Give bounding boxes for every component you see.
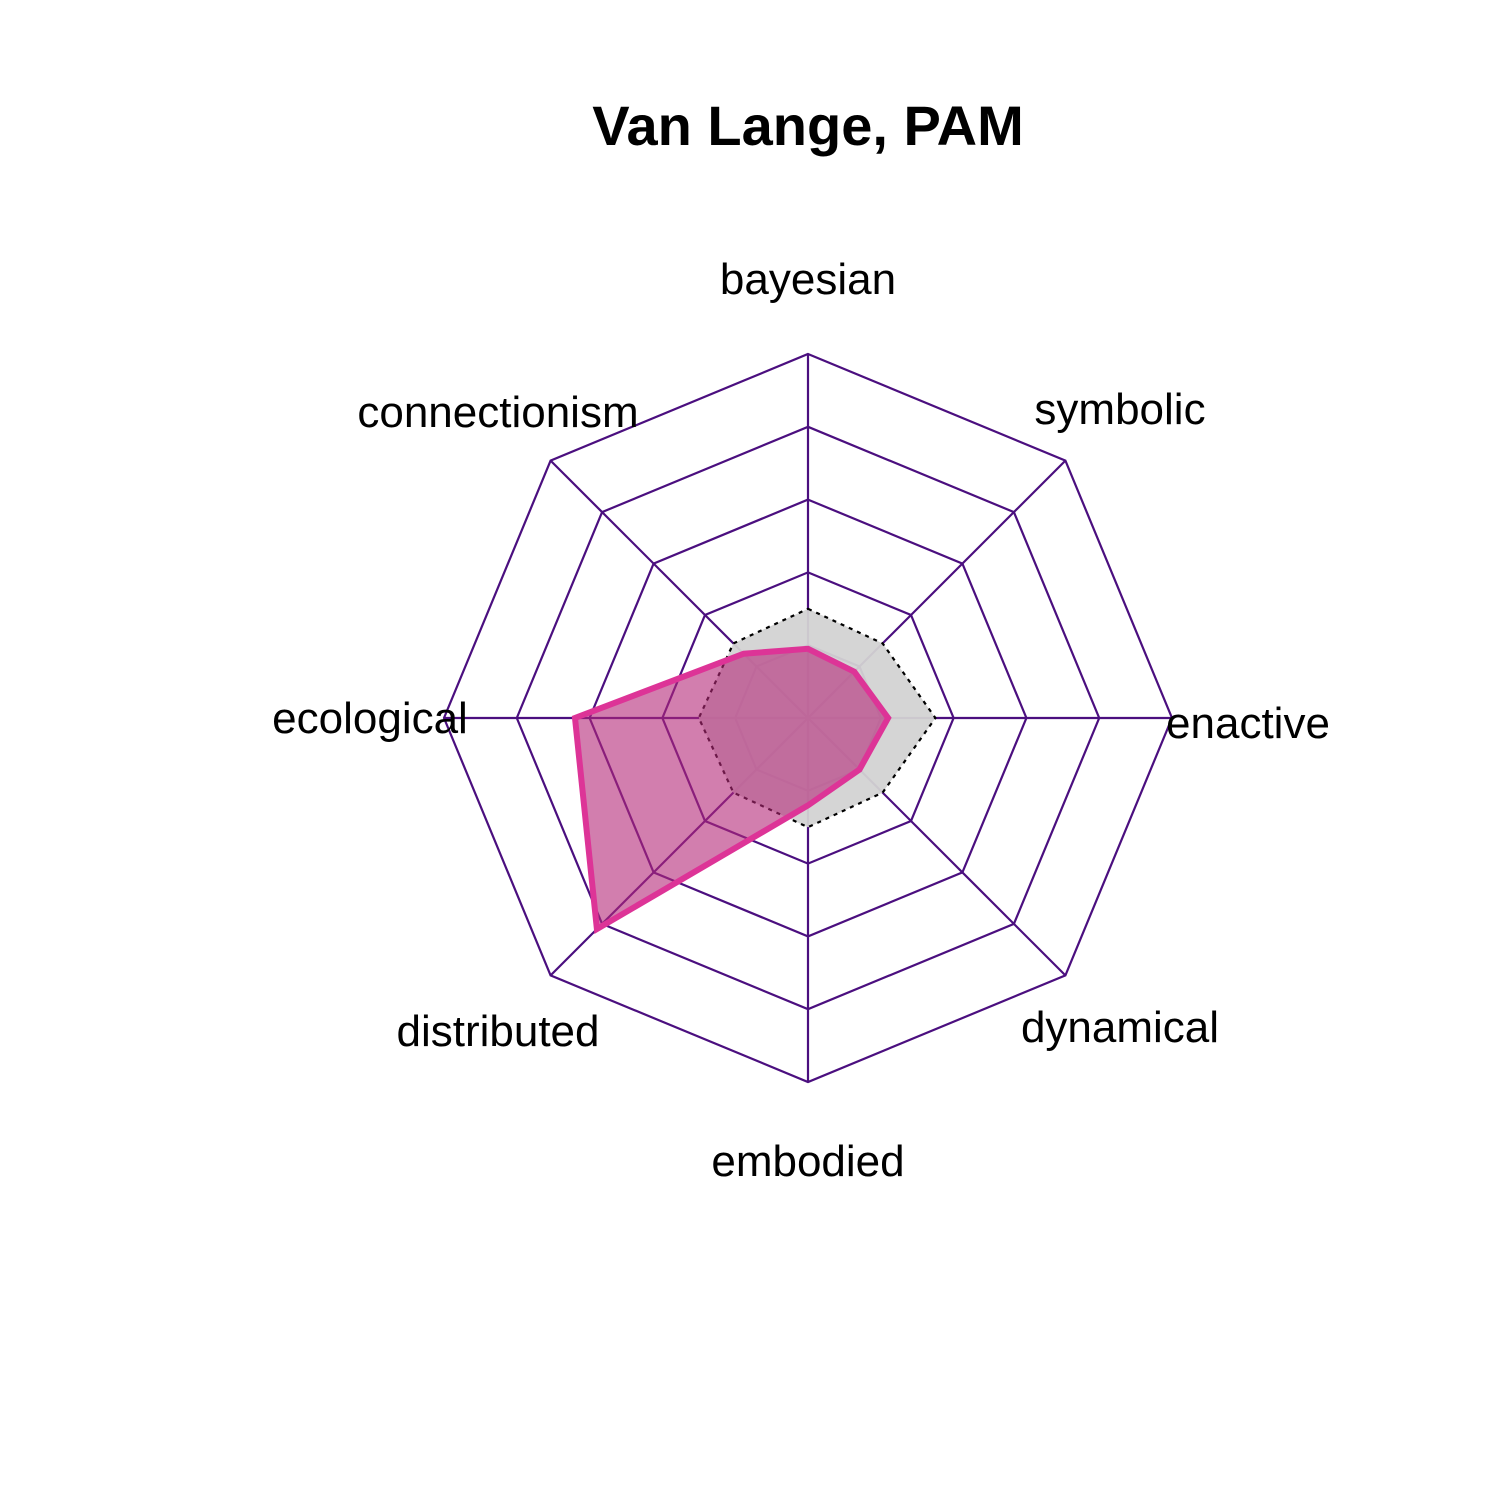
series-line-0 xyxy=(571,645,892,935)
series-layer xyxy=(571,645,892,935)
axis-label-embodied: embodied xyxy=(711,1137,904,1186)
axis-label-distributed: distributed xyxy=(396,1007,599,1056)
axis-labels: bayesian symbolic enactive dynamical emb… xyxy=(272,255,1330,1186)
chart-title: Van Lange, PAM xyxy=(592,94,1023,157)
axis-label-symbolic: symbolic xyxy=(1034,385,1205,434)
axis-label-bayesian: bayesian xyxy=(720,255,896,304)
series-area-0 xyxy=(575,648,889,930)
axis-label-enactive: enactive xyxy=(1166,699,1330,748)
axis-label-connectionism: connectionism xyxy=(357,388,638,437)
axis-label-dynamical: dynamical xyxy=(1021,1003,1219,1052)
axis-label-ecological: ecological xyxy=(272,694,468,743)
